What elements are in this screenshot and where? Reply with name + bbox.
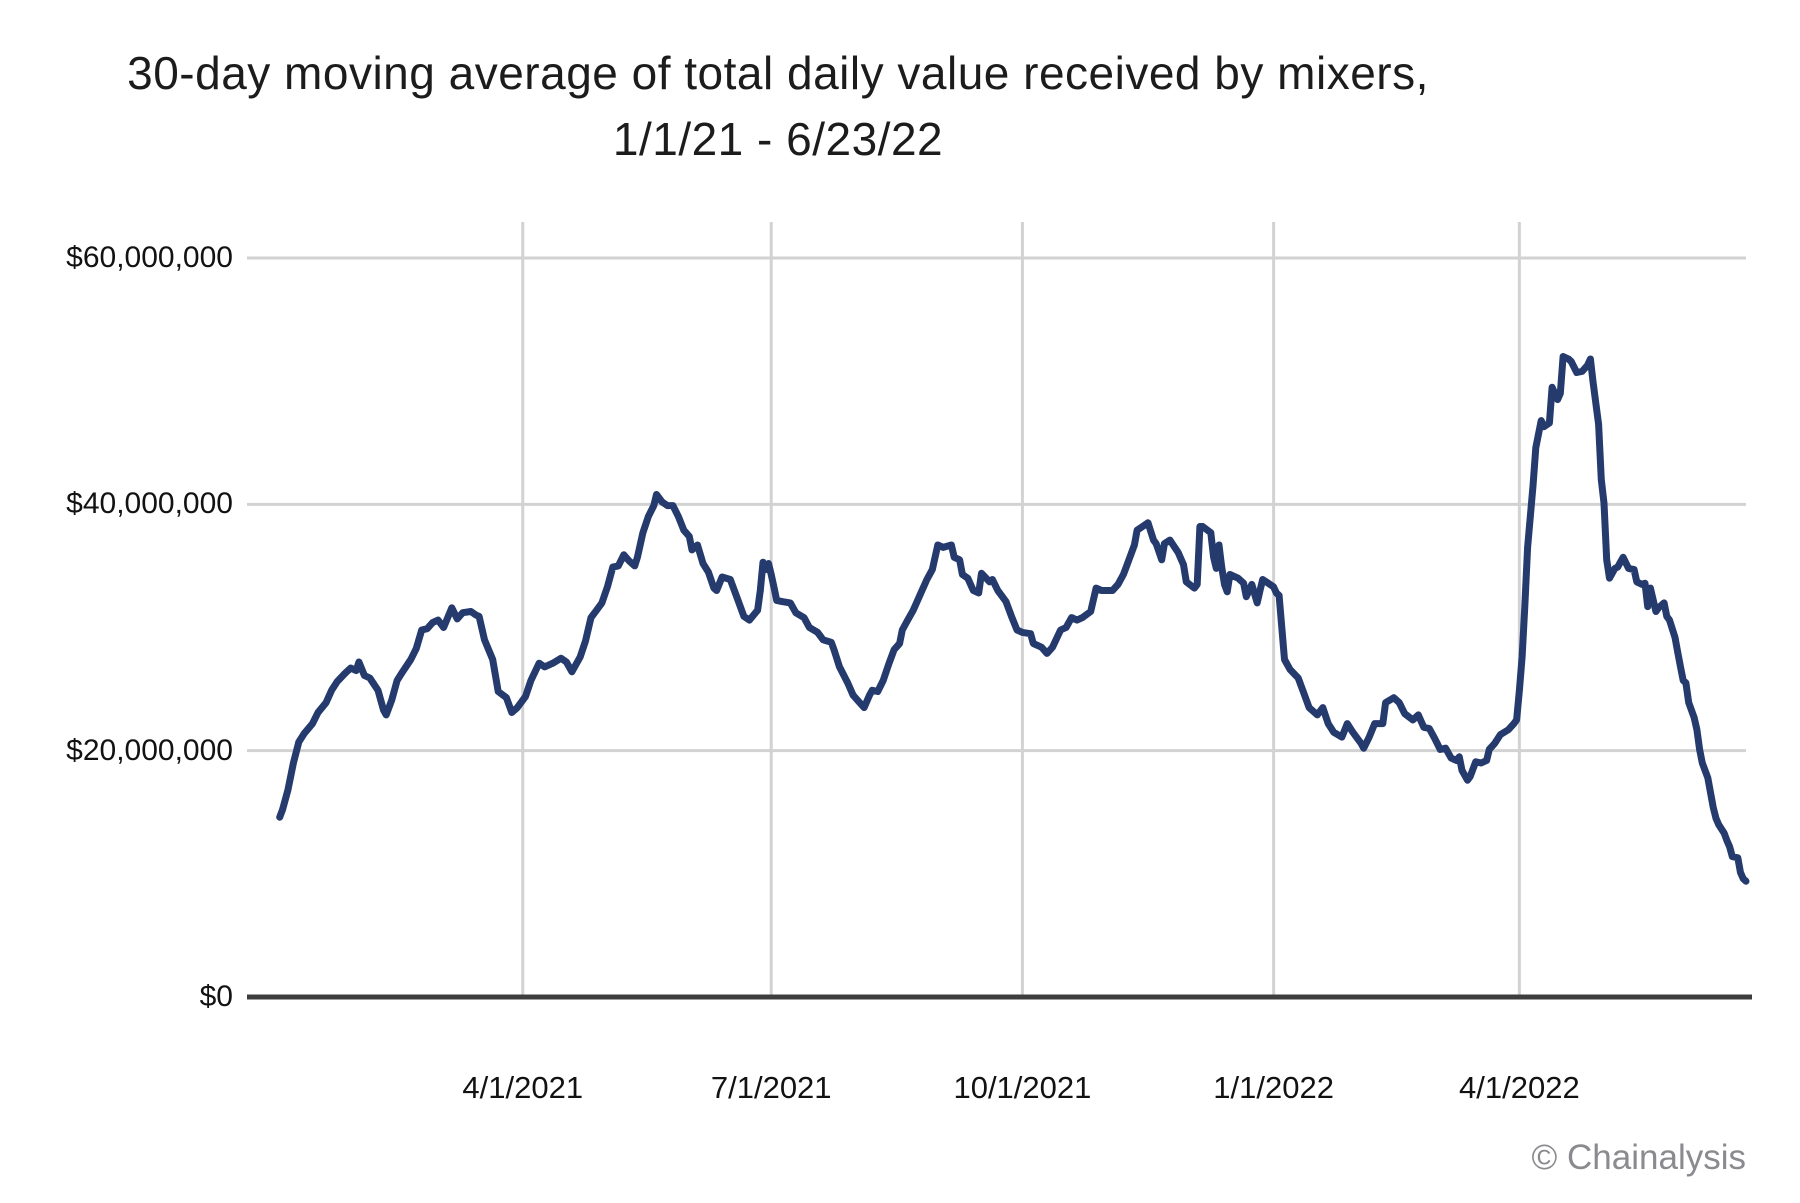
x-axis-tick-label: 10/1/2021 — [953, 1070, 1092, 1105]
y-axis-tick-label: $20,000,000 — [66, 733, 233, 767]
chart-subtitle: 1/1/21 - 6/23/22 — [612, 113, 944, 165]
x-axis-tick-label: 7/1/2021 — [710, 1070, 832, 1105]
x-axis-tick-label: 4/1/2022 — [1459, 1070, 1580, 1105]
x-axis-tick-label: 1/1/2022 — [1213, 1070, 1334, 1105]
y-axis-tick-label: $40,000,000 — [66, 487, 233, 521]
chart-title: 30-day moving average of total daily val… — [127, 47, 1429, 99]
series-line-mixers — [276, 353, 1750, 885]
y-axis-tick-label: $60,000,000 — [66, 241, 233, 274]
y-axis-tick-label: $0 — [199, 980, 233, 1013]
gridlines — [247, 222, 1746, 995]
chainalysis-watermark: © Chainalysis — [1531, 1138, 1746, 1177]
x-axis-tick-label: 4/1/2021 — [462, 1070, 584, 1105]
chart-title-block: 30-day moving average of total daily val… — [0, 40, 1556, 172]
